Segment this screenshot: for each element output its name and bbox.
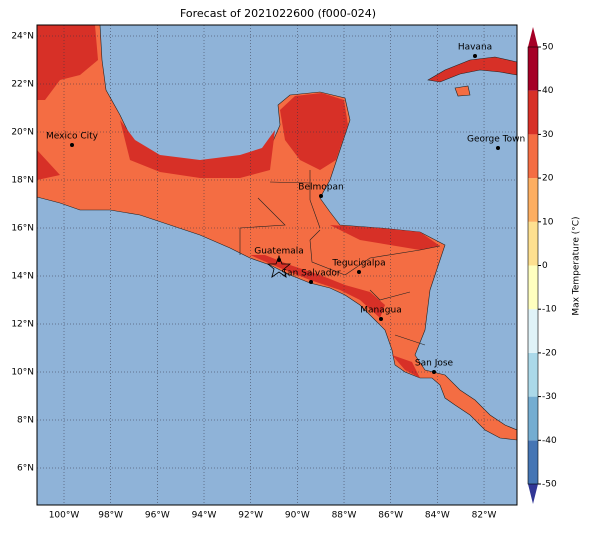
city-label: Guatemala xyxy=(254,247,304,257)
city-label: Mexico City xyxy=(46,132,99,142)
city-marker xyxy=(496,146,500,150)
lon-label: 100°W xyxy=(49,511,80,521)
city-label: Havana xyxy=(458,43,492,53)
city-marker xyxy=(432,370,436,374)
hot-region xyxy=(37,150,60,180)
colorbar-bin xyxy=(528,440,538,484)
lat-label: 20°N xyxy=(11,128,34,138)
colorbar-bin xyxy=(528,90,538,135)
colorbar-tick-label: -10 xyxy=(542,305,557,315)
hot-region xyxy=(280,93,348,170)
border xyxy=(239,170,441,346)
lon-label: 88°W xyxy=(332,511,357,521)
colorbar-label: Max Temperature (°C) xyxy=(572,216,582,315)
lat-label: 6°N xyxy=(17,464,34,474)
colorbar-tick-label: 0 xyxy=(542,261,548,271)
city-label: George Town xyxy=(467,135,525,145)
map-frame xyxy=(36,24,518,506)
lat-label: 18°N xyxy=(11,176,34,186)
lat-label: 10°N xyxy=(11,368,34,378)
colorbar-bin xyxy=(528,47,538,91)
colorbar-tick-label: -30 xyxy=(542,392,557,402)
city-label: San Salvador xyxy=(281,269,341,279)
graticule xyxy=(37,25,517,505)
city-marker xyxy=(70,143,74,147)
colorbar-bin xyxy=(528,352,538,397)
city-marker xyxy=(277,258,281,262)
island xyxy=(454,85,471,97)
city-label: Belmopan xyxy=(298,183,343,193)
lon-label: 94°W xyxy=(192,511,217,521)
lat-label: 8°N xyxy=(17,416,34,426)
capital-star xyxy=(266,254,292,278)
colorbar-bin xyxy=(528,396,538,441)
lon-label: 82°W xyxy=(472,511,497,521)
colorbar-bin xyxy=(528,265,538,310)
lat-label: 12°N xyxy=(11,320,34,330)
colorbar: -50 -40 -30 -20 -10 0 10 20 30 40 50 xyxy=(527,27,557,504)
city-marker xyxy=(379,317,383,321)
colorbar-bin xyxy=(528,134,538,179)
city-label: San Jose xyxy=(415,359,454,369)
lon-label: 98°W xyxy=(98,511,123,521)
lon-label: 96°W xyxy=(145,511,170,521)
hot-region xyxy=(37,25,98,100)
lat-label: 22°N xyxy=(11,80,34,90)
colorbar-tick-label: -50 xyxy=(542,480,557,490)
colorbar-tick-label: -40 xyxy=(542,436,557,446)
colorbar-tick-label: 30 xyxy=(542,130,554,140)
colorbar-tick-label: -20 xyxy=(542,348,557,358)
city-label: Managua xyxy=(360,306,401,316)
colorbar-tick-label: 50 xyxy=(542,43,554,53)
map xyxy=(37,25,517,505)
colorbar-bin xyxy=(528,178,538,222)
city-label: Tegucigalpa xyxy=(331,259,385,269)
cuba xyxy=(427,56,517,83)
colorbar-tick-label: 10 xyxy=(542,217,554,227)
colorbar-extend xyxy=(528,484,538,504)
city-marker xyxy=(473,54,477,58)
colorbar-bin xyxy=(528,309,538,353)
lat-label: 14°N xyxy=(11,272,34,282)
lon-label: 90°W xyxy=(285,511,310,521)
lat-label: 16°N xyxy=(11,224,34,234)
city-marker xyxy=(309,280,313,284)
colorbar-extend xyxy=(528,27,538,47)
hot-region xyxy=(330,225,440,250)
lat-label: 24°N xyxy=(11,32,34,42)
lon-label: 86°W xyxy=(378,511,403,521)
city-marker xyxy=(357,270,361,274)
title: Forecast of 2021022600 (f000-024) xyxy=(180,7,376,20)
city-markers: Mexico City Belmopan Guatemala San Salva… xyxy=(46,43,525,374)
colorbar-bin xyxy=(528,221,538,266)
lon-label: 92°W xyxy=(238,511,263,521)
colorbar-tick-label: 40 xyxy=(542,86,554,96)
city-marker xyxy=(319,194,323,198)
hot-region xyxy=(120,120,275,178)
lon-label: 84°W xyxy=(425,511,450,521)
colorbar-tick-label: 20 xyxy=(542,174,554,184)
